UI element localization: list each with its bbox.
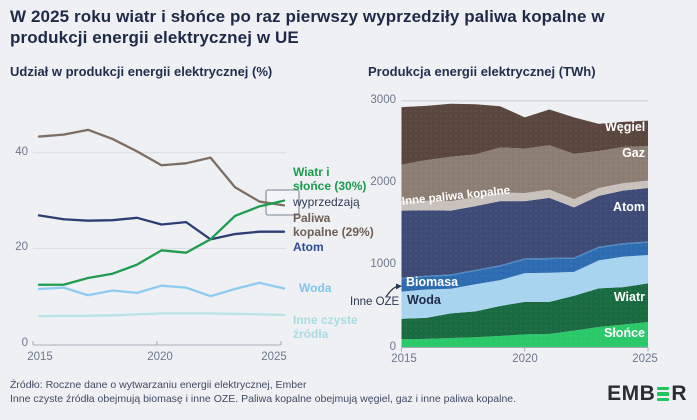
band-label-hydro: Woda: [407, 294, 441, 307]
definition-note: Inne czyste źródła obejmują biomasę i in…: [10, 393, 516, 405]
axis-tick-label: 40: [4, 146, 28, 158]
ember-logo: EMB R: [607, 382, 687, 406]
band-label-nuclear: Atom: [600, 201, 645, 214]
annotation-wind-solar: Wiatr i słońce (30%): [293, 165, 366, 193]
ember-logo-text-left: EMB: [607, 382, 655, 406]
annotation-atom: Atom: [293, 240, 324, 254]
band-label-biomass: Biomasa: [406, 276, 458, 289]
annotation-fossil: Paliwa kopalne (29%): [293, 211, 374, 239]
axis-tick-label: 0: [360, 341, 396, 353]
axis-tick-label: 2025: [621, 353, 669, 365]
axis-tick-label: 20: [4, 241, 28, 253]
axis-tick-label: 2000: [360, 176, 396, 188]
annotation-overtake: wyprzedzają: [293, 195, 360, 209]
axis-tick-label: 0: [4, 337, 28, 349]
charts-canvas: [0, 0, 697, 420]
axis-tick-label: 1000: [360, 258, 396, 270]
axis-tick-label: 2020: [501, 353, 549, 365]
ember-logo-text-right: R: [671, 382, 687, 406]
axis-tick-label: 3000: [360, 94, 396, 106]
band-label-wind: Wiatr: [600, 291, 645, 304]
axis-tick-label: 2015: [16, 351, 64, 363]
annotation-water: Woda: [299, 281, 331, 295]
axis-tick-label: 2025: [250, 351, 298, 363]
band-label-solar: Słońce: [595, 327, 645, 340]
axis-tick-label: 2020: [136, 351, 184, 363]
ember-logo-bars-icon: [657, 387, 669, 401]
band-label-gas: Gaz: [605, 147, 645, 160]
axis-tick-label: 2015: [380, 353, 428, 365]
band-label-coal: Węgiel: [605, 121, 645, 134]
label-other-res: Inne OZE: [350, 296, 399, 308]
source-note: Źródło: Roczne dane o wytwarzaniu energi…: [10, 379, 306, 391]
ember-infographic: W 2025 roku wiatr i słońce po raz pierws…: [0, 0, 697, 420]
annotation-other-clean: Inne czyste źródła: [293, 313, 358, 341]
